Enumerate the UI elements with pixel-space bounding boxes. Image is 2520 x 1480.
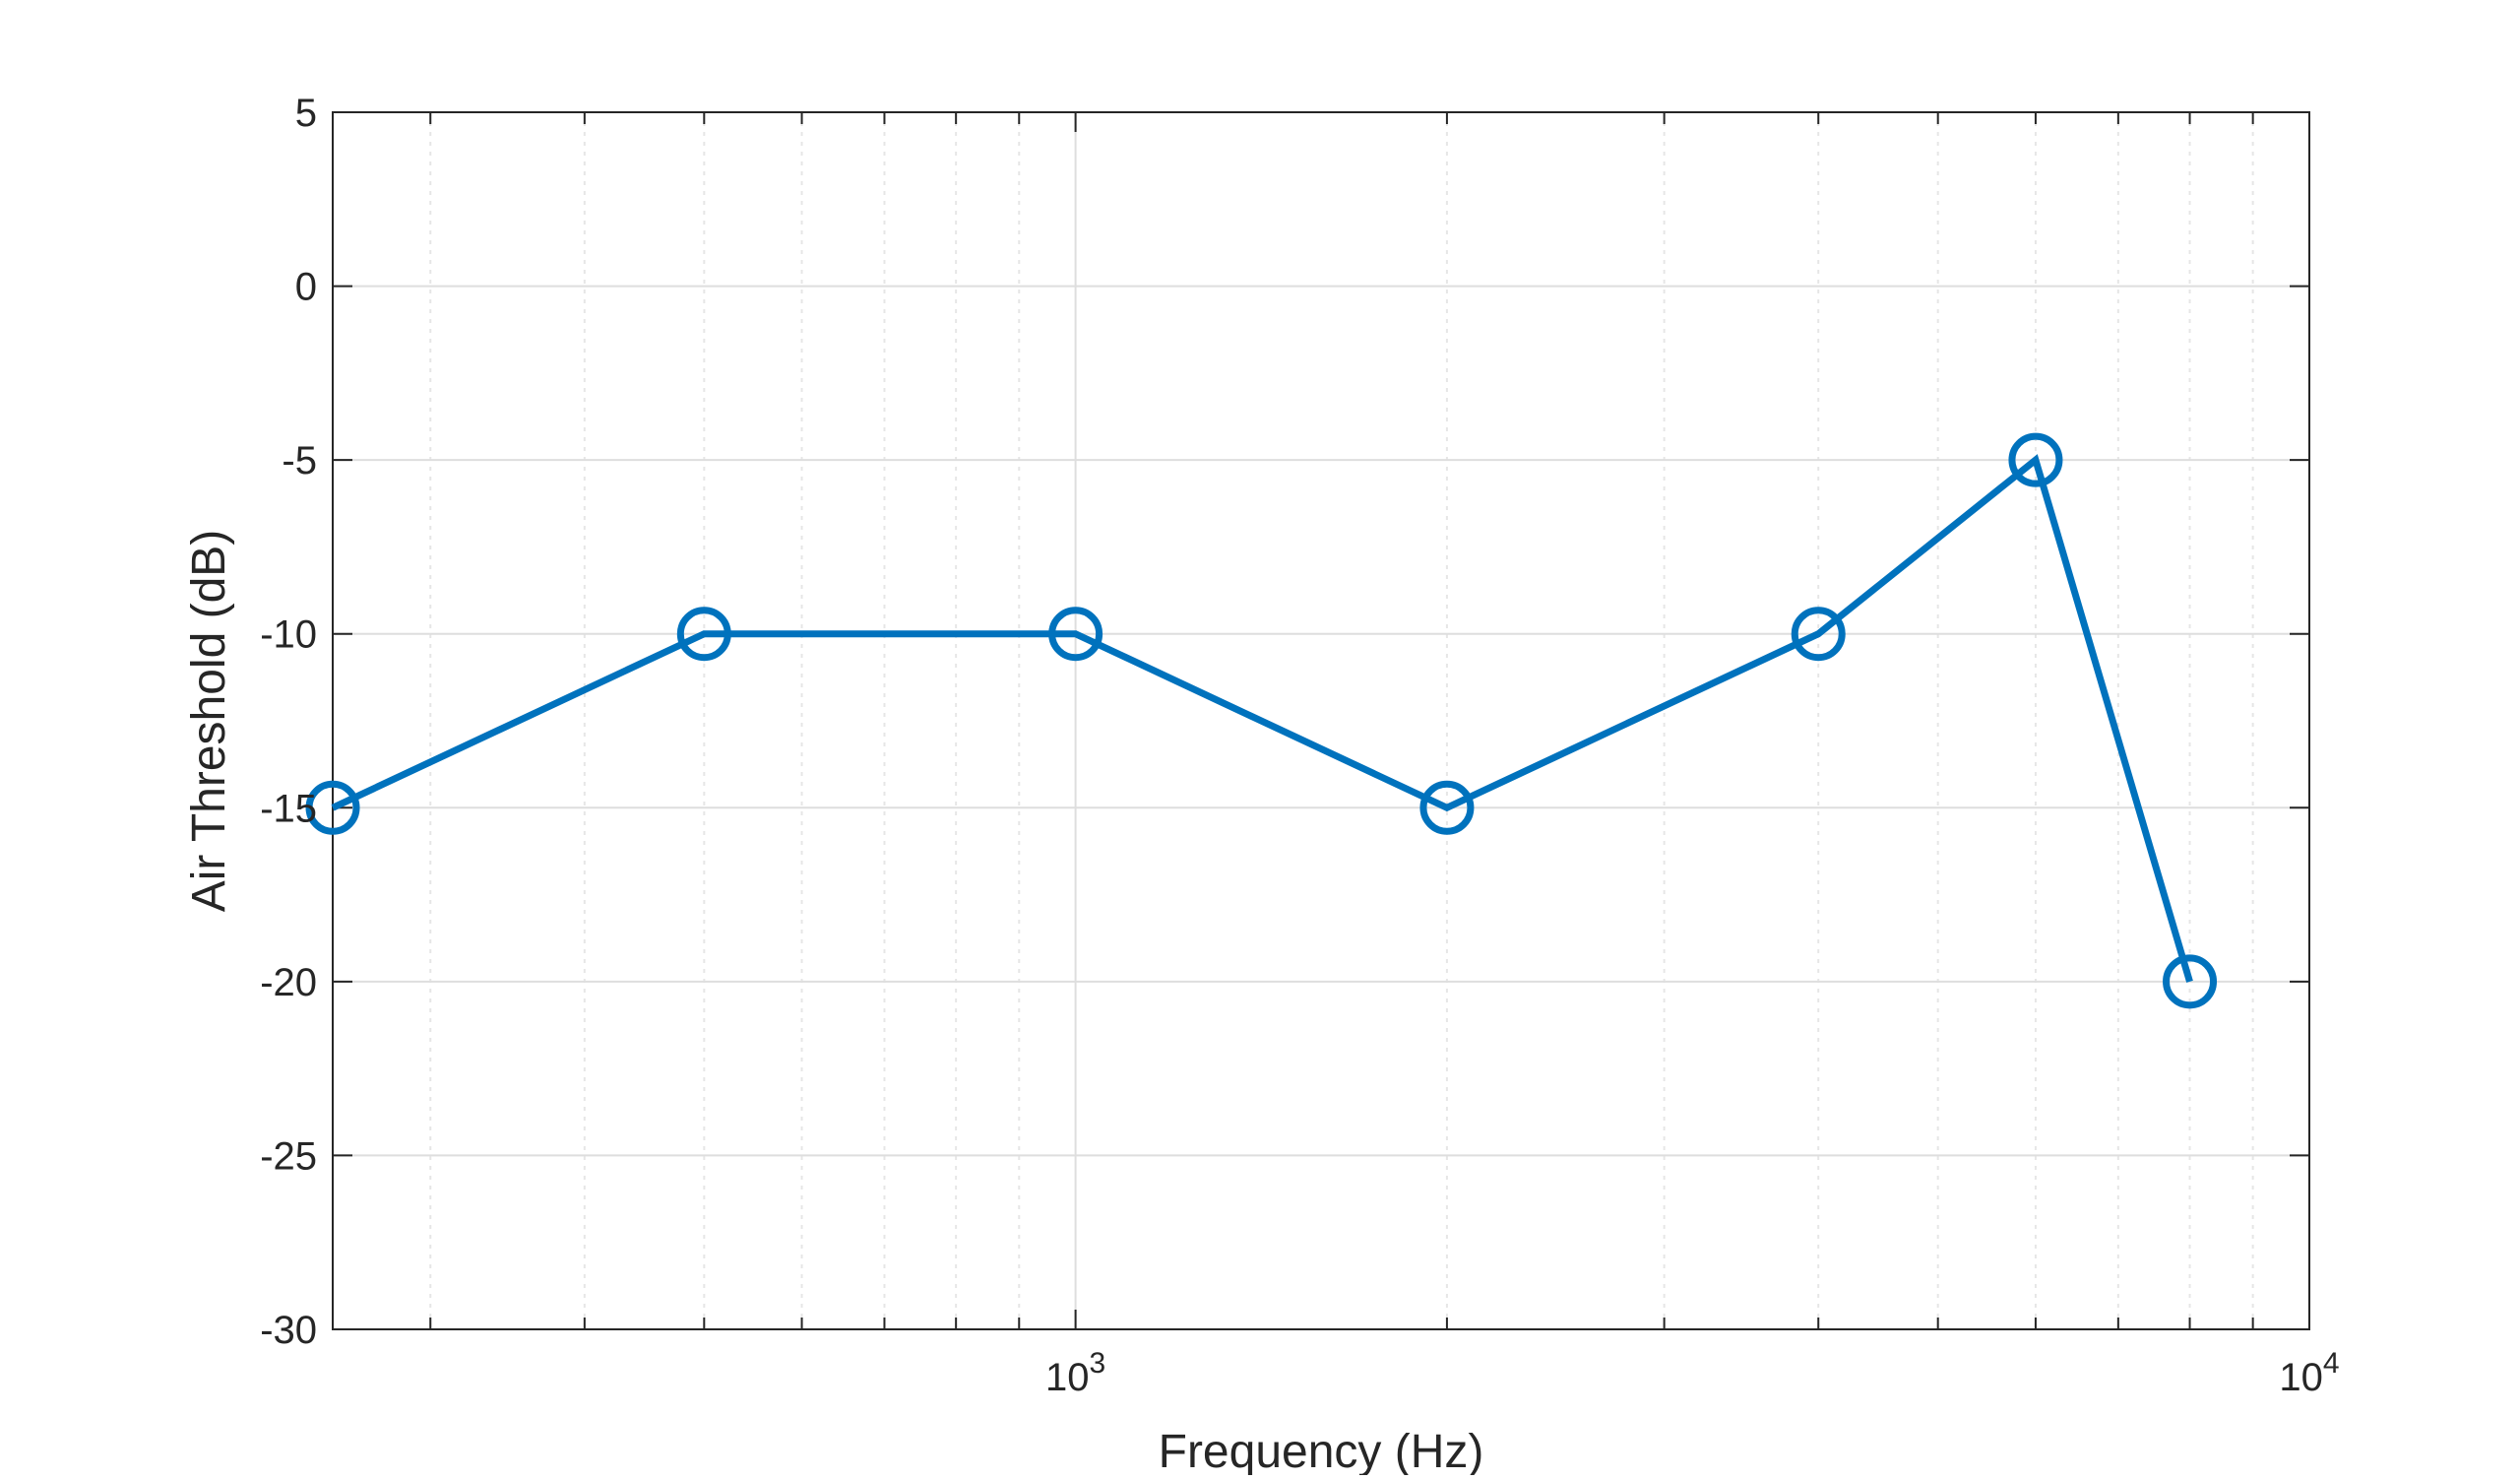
y-tick-label: 5 [295,92,317,135]
series-line [331,454,2193,983]
x-tick-label-base: 10 [1045,1356,1090,1399]
data-point-marker [676,607,731,662]
y-tick-label: -5 [282,439,317,483]
x-tick-labels: 103 104 [1045,1347,2340,1399]
x-tick-label: 103 [1045,1347,1105,1399]
y-tick-label: -25 [260,1134,317,1178]
y-tick-labels: 5 0 -5 -10 -15 -20 -25 -30 [260,92,317,1352]
x-tick-label-exponent: 3 [1090,1347,1106,1380]
plot-background [333,112,2309,1329]
data-point-marker [2163,954,2218,1009]
x-tick-label-base: 10 [2279,1356,2323,1399]
plot-frame [332,111,2310,1330]
y-axis-label: Air Threshold (dB) [183,530,235,913]
grid [333,112,2309,1329]
data-point-marker [1048,607,1103,662]
x-tick-label: 104 [2279,1347,2339,1399]
data-point-marker [2008,432,2063,487]
x-tick-label-exponent: 4 [2323,1347,2340,1380]
y-tick-label: -20 [260,961,317,1004]
y-tick-label: 0 [295,266,317,309]
series-layer [305,432,2218,1009]
data-point-marker [1791,607,1846,662]
data-point-marker [1419,780,1475,835]
x-axis-label: Frequency (Hz) [1159,1426,1484,1475]
data-point-marker [305,780,360,835]
y-tick-label: -15 [260,787,317,830]
y-tick-label: -10 [260,613,317,657]
y-tick-label: -30 [260,1309,317,1352]
